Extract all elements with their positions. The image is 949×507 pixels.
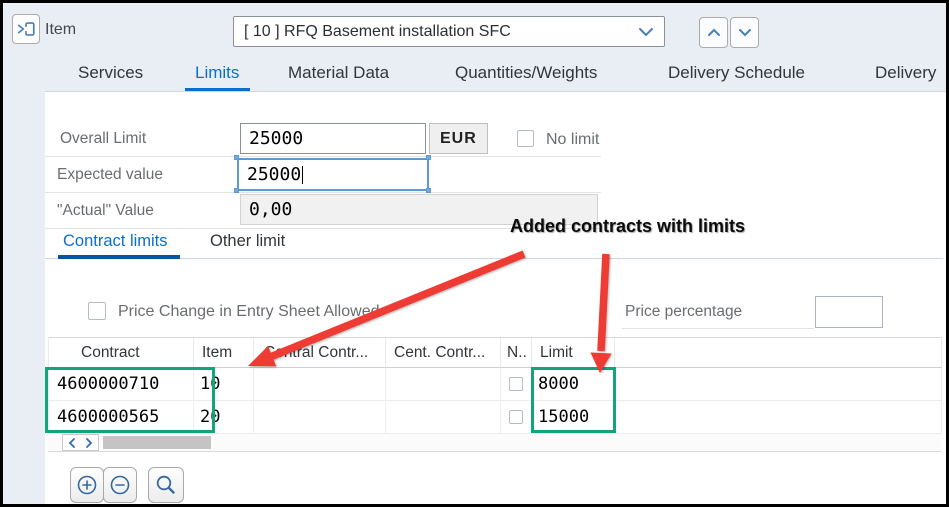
tab-services[interactable]: Services <box>78 63 144 82</box>
chevron-down-icon <box>738 28 752 37</box>
chevron-up-icon <box>707 28 721 37</box>
actual-value-label: "Actual" Value <box>57 202 154 219</box>
actual-value-text: 0,00 <box>249 199 293 220</box>
highlight-box-limits <box>531 367 616 433</box>
currency-box: EUR <box>429 123 488 154</box>
chevron-down-icon <box>638 27 654 37</box>
text-cursor <box>302 165 304 184</box>
row-separator <box>45 192 601 193</box>
highlight-box-contracts <box>45 367 215 433</box>
table-row-2-central-contract[interactable] <box>254 401 386 434</box>
add-row-button[interactable] <box>70 467 104 503</box>
focus-handle <box>234 188 239 193</box>
column-header-limit[interactable]: Limit <box>532 338 615 368</box>
tab-material-data[interactable]: Material Data <box>288 63 390 82</box>
column-header-central-contract[interactable]: Central Contr... <box>254 338 386 368</box>
horizontal-scrollbar[interactable] <box>48 434 941 452</box>
item-overview-button[interactable] <box>12 14 40 44</box>
no-limit-checkbox[interactable] <box>517 130 534 147</box>
item-label: Item <box>45 21 77 38</box>
row-separator <box>45 228 601 229</box>
scroll-right-icon[interactable] <box>85 437 93 448</box>
scroll-left-icon[interactable] <box>68 437 76 448</box>
expected-value-input[interactable]: 25000 <box>237 158 429 191</box>
overall-limit-input[interactable]: 25000 <box>240 123 426 154</box>
search-button[interactable] <box>148 467 184 503</box>
tab-delivery[interactable]: Delivery <box>875 63 937 82</box>
table-row-1-n-cell <box>501 368 532 401</box>
actual-value-field: 0,00 <box>240 194 598 225</box>
remove-icon <box>108 473 132 497</box>
active-tab-underline <box>185 88 250 91</box>
table-row-1-contract[interactable]: 4600000710 <box>49 368 194 401</box>
tab-delivery-schedule[interactable]: Delivery Schedule <box>668 63 806 82</box>
table-row-2-cent-contract[interactable] <box>386 401 501 434</box>
focus-handle <box>426 188 431 193</box>
search-icon <box>154 473 178 497</box>
item-select[interactable]: [ 10 ] RFQ Basement installation SFC <box>233 16 665 47</box>
table-row-1-central-contract[interactable] <box>254 368 386 401</box>
table-row-1-cent-contract[interactable] <box>386 368 501 401</box>
price-percentage-input[interactable] <box>815 296 883 328</box>
price-change-label: Price Change in Entry Sheet Allowed <box>118 303 380 320</box>
tab-limits[interactable]: Limits <box>195 63 240 82</box>
table-row-1-item[interactable]: 10 <box>194 368 254 401</box>
expected-value-label: Expected value <box>57 166 163 183</box>
table-row-1-filler <box>615 368 942 401</box>
price-percentage-label: Price percentage <box>625 303 743 320</box>
scrollbar-thumb[interactable] <box>103 436 211 449</box>
column-header-contract[interactable]: Contract <box>49 338 194 368</box>
previous-item-button[interactable] <box>699 17 728 48</box>
add-icon <box>75 473 99 497</box>
no-limit-label: No limit <box>546 131 600 148</box>
price-change-checkbox[interactable] <box>88 302 106 320</box>
expected-value-text: 25000 <box>247 164 302 185</box>
item-overview-icon <box>15 18 37 40</box>
active-subtab-underline <box>58 255 180 259</box>
row-separator <box>45 156 601 157</box>
column-header-cent-contract[interactable]: Cent. Contr... <box>386 338 501 368</box>
subtab-other-limit[interactable]: Other limit <box>210 232 286 250</box>
item-select-value: [ 10 ] RFQ Basement installation SFC <box>244 22 511 40</box>
focus-handle <box>426 155 431 160</box>
column-header-n[interactable]: N.. <box>501 338 532 368</box>
table-row-2-filler <box>615 401 942 434</box>
table-row-2-item[interactable]: 20 <box>194 401 254 434</box>
table-row-2-n-cell <box>501 401 532 434</box>
focus-handle <box>234 155 239 160</box>
table-row-2-contract[interactable]: 4600000565 <box>49 401 194 434</box>
tab-quantities-weights[interactable]: Quantities/Weights <box>455 63 598 82</box>
table-row-1-n-checkbox[interactable] <box>509 377 523 391</box>
currency-value: EUR <box>440 129 477 147</box>
subtab-contract-limits[interactable]: Contract limits <box>63 232 168 250</box>
row-separator <box>622 328 814 329</box>
column-header-item[interactable]: Item <box>194 338 254 368</box>
table-row-2-n-checkbox[interactable] <box>509 410 523 424</box>
remove-row-button[interactable] <box>103 467 137 503</box>
column-header-filler <box>615 338 942 368</box>
overall-limit-value: 25000 <box>249 128 304 149</box>
overall-limit-label: Overall Limit <box>60 130 147 147</box>
scroll-button-group <box>62 434 99 451</box>
next-item-button[interactable] <box>730 17 759 48</box>
annotation-text: Added contracts with limits <box>510 216 746 236</box>
